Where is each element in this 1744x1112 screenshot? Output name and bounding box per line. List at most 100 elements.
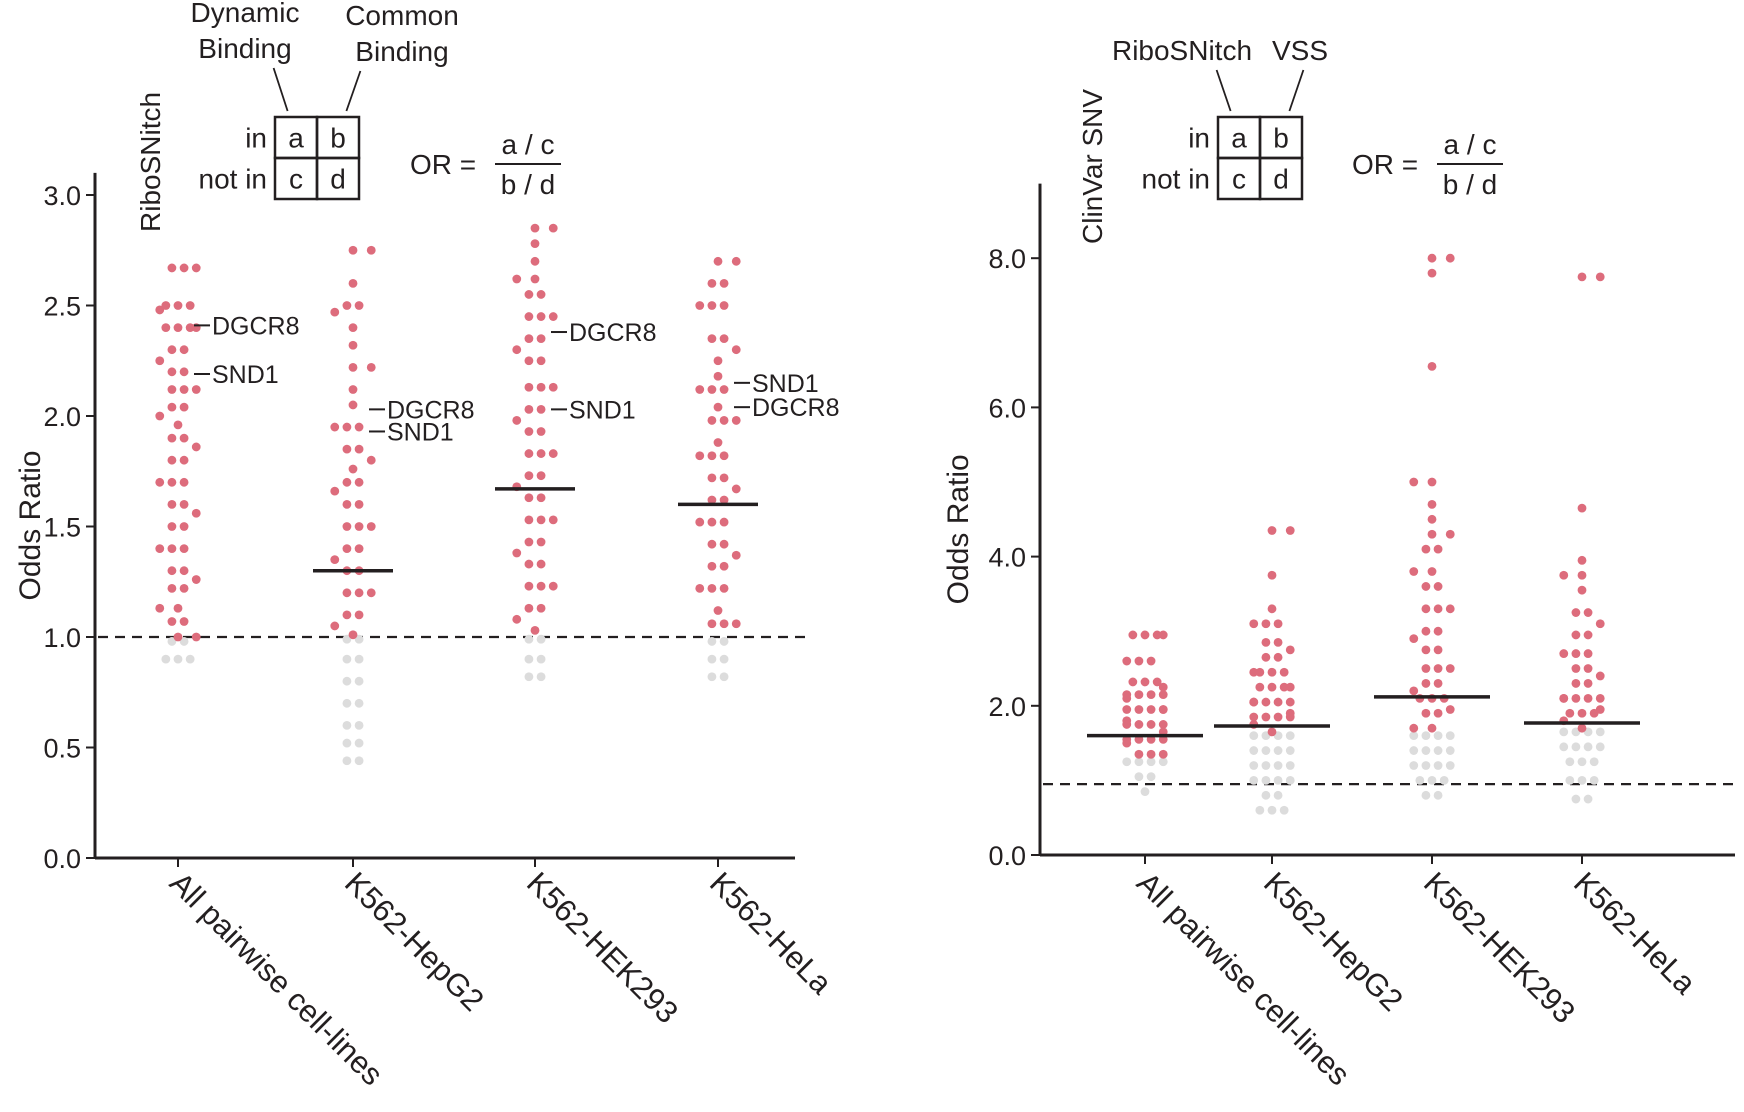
table-cell-label: d <box>330 164 346 195</box>
significant-dot <box>530 256 540 266</box>
nonsignificant-dot <box>342 738 352 748</box>
y-tick-label: 1.5 <box>43 513 81 543</box>
significant-dot <box>1273 637 1283 647</box>
nonsignificant-dot <box>354 654 364 664</box>
y-tick-label: 6.0 <box>988 393 1026 423</box>
nonsignificant-dot <box>1273 746 1283 755</box>
significant-dot <box>342 422 352 432</box>
significant-dot <box>366 245 376 255</box>
y-tick-label: 0.5 <box>43 734 81 764</box>
significant-dot <box>1571 630 1581 640</box>
nonsignificant-dot <box>524 634 534 644</box>
significant-dot <box>536 537 546 547</box>
significant-dot <box>1285 526 1295 535</box>
significant-dot <box>179 544 189 553</box>
annotation-label: SND1 <box>569 396 636 424</box>
table-cell <box>1258 156 1304 201</box>
nonsignificant-dot <box>719 672 729 682</box>
nonsignificant-dot <box>1445 761 1455 770</box>
table-row-title: ClinVar SNV <box>1077 89 1108 244</box>
significant-dot <box>536 290 546 299</box>
odds-ratio-formula: OR = a / c b / d <box>1352 129 1503 200</box>
significant-dot <box>1427 567 1437 576</box>
significant-dot <box>1128 677 1138 687</box>
significant-dot <box>1421 626 1431 636</box>
significant-dot <box>719 279 729 288</box>
significant-dot <box>1577 723 1587 733</box>
significant-dot <box>524 537 534 547</box>
significant-dot <box>173 323 183 332</box>
significant-dot <box>719 451 729 461</box>
table-cell-label: c <box>1232 164 1246 195</box>
significant-dot <box>512 345 522 355</box>
significant-dot <box>330 422 340 432</box>
nonsignificant-dot <box>1559 727 1569 737</box>
nonsignificant-dot <box>1255 805 1265 815</box>
table-col-leader <box>1288 69 1305 112</box>
significant-dot <box>512 274 522 284</box>
y-tick-label: 2.5 <box>43 292 81 322</box>
nonsignificant-dot <box>1421 790 1431 800</box>
significant-dot <box>719 416 729 425</box>
significant-dot <box>1595 619 1605 629</box>
formula-denominator: b / d <box>1443 169 1497 200</box>
nonsignificant-dot <box>536 654 546 664</box>
nonsignificant-dot <box>1261 746 1271 755</box>
significant-dot <box>1433 544 1443 554</box>
significant-dot <box>1577 503 1587 513</box>
significant-dot <box>707 495 717 505</box>
significant-dot <box>348 630 358 640</box>
contingency-table: a bc d in not in RiboSNitch Dynamic Binding Comm… <box>135 0 459 232</box>
significant-dot <box>548 223 558 233</box>
nonsignificant-dot <box>1433 790 1443 800</box>
significant-dot <box>1427 361 1437 371</box>
significant-dot <box>155 305 165 315</box>
significant-dot <box>1122 656 1132 666</box>
significant-dot <box>179 500 189 509</box>
significant-dot <box>512 614 522 624</box>
significant-dot <box>179 477 189 487</box>
significant-dot <box>342 500 352 509</box>
significant-dot <box>1595 693 1605 703</box>
significant-dot <box>1158 720 1168 729</box>
nonsignificant-dot <box>179 637 189 646</box>
significant-dot <box>179 367 189 377</box>
table-row-label: in <box>1188 123 1210 154</box>
annotation-label: SND1 <box>387 418 454 446</box>
significant-dot <box>348 400 358 410</box>
significant-dot <box>342 610 352 620</box>
significant-dot <box>167 583 177 593</box>
table-col-leader <box>272 67 289 112</box>
significant-dot <box>354 544 364 553</box>
significant-dot <box>524 404 534 414</box>
significant-dot <box>1158 682 1168 692</box>
nonsignificant-dot <box>1267 805 1277 815</box>
significant-dot <box>524 559 534 569</box>
significant-dot <box>707 583 717 593</box>
formula-numerator: a / c <box>502 129 555 160</box>
significant-dot <box>1128 630 1138 640</box>
significant-dot <box>731 484 741 494</box>
significant-dot <box>354 610 364 620</box>
nonsignificant-dot <box>1421 746 1431 755</box>
table-col-title: Dynamic <box>191 0 300 28</box>
significant-dot <box>1146 690 1156 700</box>
nonsignificant-dot <box>1285 731 1295 741</box>
significant-dot <box>179 455 189 465</box>
nonsignificant-dot <box>719 637 729 646</box>
significant-dot <box>354 500 364 509</box>
significant-dot <box>512 548 522 558</box>
significant-dot <box>530 223 540 233</box>
nonsignificant-dot <box>1273 776 1283 785</box>
nonsignificant-dot <box>707 637 717 646</box>
significant-dot <box>167 385 177 394</box>
significant-dot <box>1146 720 1156 729</box>
significant-dot <box>524 449 534 458</box>
significant-dot <box>1409 686 1419 696</box>
significant-dot <box>155 603 165 613</box>
significant-dot <box>1267 682 1277 692</box>
table-row-title: RiboSNitch <box>135 92 166 232</box>
nonsignificant-dot <box>1439 776 1449 785</box>
significant-dot <box>1595 705 1605 714</box>
significant-dot <box>548 515 558 525</box>
